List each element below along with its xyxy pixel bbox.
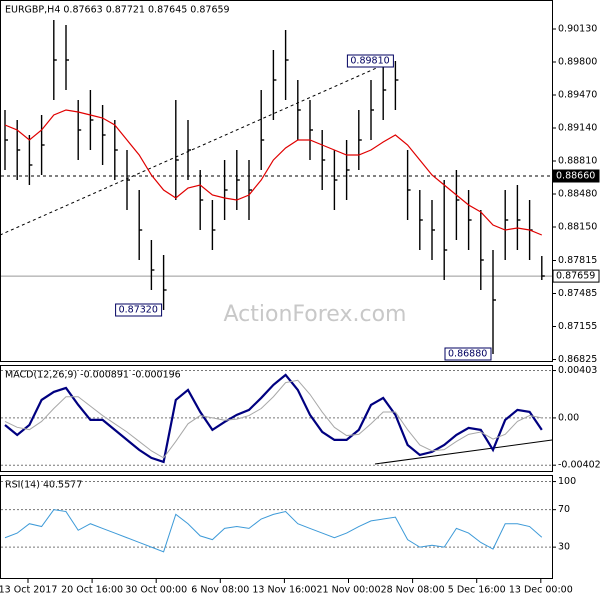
y-tick-label: 0.86825 — [558, 354, 597, 365]
watermark: ActionForex.com — [224, 302, 407, 327]
y-tick-label: 0.87155 — [558, 321, 597, 332]
rsi-panel — [0, 475, 553, 579]
x-tick-label: 5 Dec 16:00 — [448, 585, 506, 596]
annotation-label: 0.86880 — [448, 349, 487, 360]
panel-title: MACD(12,26,9) -0.000891 -0.000196 — [5, 370, 181, 381]
y-tick-label: 100 — [558, 476, 576, 487]
annotation-box — [346, 54, 394, 68]
x-tick-label: 20 Oct 16:00 — [61, 585, 123, 596]
x-tick-label: 28 Nov 08:00 — [381, 585, 445, 596]
annotation-box — [115, 303, 163, 317]
x-tick-label: 21 Nov 00:00 — [316, 585, 380, 596]
x-tick-label: 30 Oct 00:00 — [125, 585, 187, 596]
moving-average — [4, 109, 543, 236]
y-tick-label: 0.87815 — [558, 255, 597, 266]
annotation-box — [444, 347, 492, 361]
panel-title: RSI(14) 40.5577 — [5, 480, 82, 491]
series-line — [4, 373, 543, 464]
level-label: 0.87659 — [556, 271, 595, 282]
y-tick-label: 0.90130 — [558, 24, 597, 35]
level-box — [552, 269, 600, 283]
y-tick-label: 0.87485 — [558, 288, 597, 299]
x-tick-label: 13 Dec 00:00 — [509, 585, 573, 596]
series-line — [4, 509, 543, 553]
y-tick-label: 0.89140 — [558, 123, 597, 134]
y-tick-label: 70 — [558, 504, 570, 515]
x-tick-label: 6 Nov 08:00 — [191, 585, 249, 596]
series-line — [4, 379, 542, 459]
y-tick-label: 0.00 — [558, 412, 579, 423]
annotation-label: 0.89810 — [350, 56, 389, 67]
x-tick-label: 13 Nov 16:00 — [252, 585, 316, 596]
y-tick-label: 0.88480 — [558, 189, 597, 200]
level-label: 0.88660 — [556, 171, 595, 182]
y-tick-label: 30 — [558, 542, 570, 553]
macd-trend-line — [374, 439, 553, 465]
trend-line — [0, 61, 391, 236]
x-tick-label: 13 Oct 2017 — [0, 585, 57, 596]
y-tick-label: 0.89800 — [558, 57, 597, 68]
y-tick-label: -0.004021 — [558, 460, 600, 471]
y-tick-label: 0.89470 — [558, 90, 597, 101]
y-tick-label: 0.00403 — [558, 365, 597, 376]
level-box — [552, 169, 600, 183]
annotation-label: 0.87320 — [119, 305, 158, 316]
price-panel — [0, 0, 553, 362]
panel-title: EURGBP,H4 0.87663 0.87721 0.87645 0.8765… — [5, 5, 230, 16]
y-tick-label: 0.88810 — [558, 156, 597, 167]
y-tick-label: 0.88150 — [558, 222, 597, 233]
